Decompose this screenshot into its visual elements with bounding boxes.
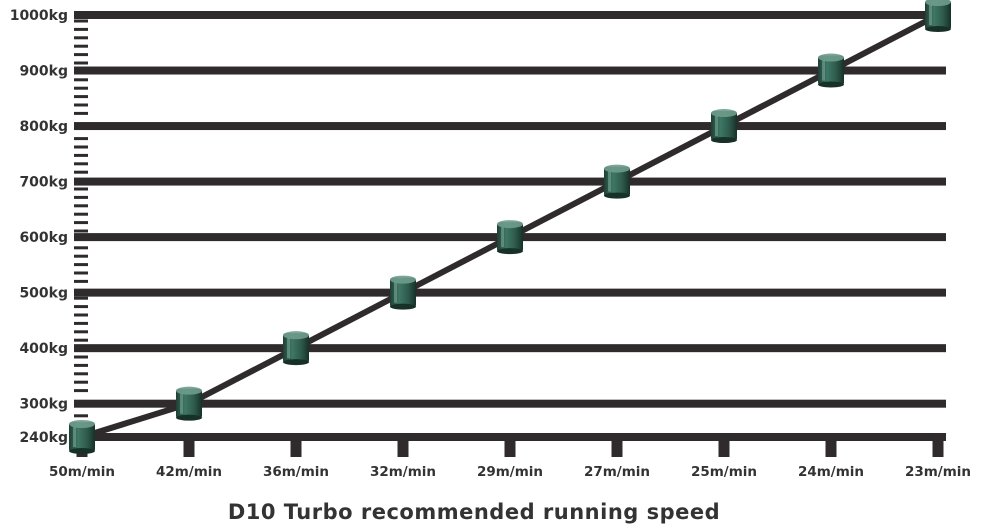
grid-line: [74, 399, 946, 408]
y-minor-tick: [74, 363, 88, 367]
y-minor-tick: [74, 414, 88, 418]
y-minor-tick: [74, 355, 88, 359]
x-tick-label: 24m/min: [798, 464, 864, 480]
y-minor-tick: [74, 279, 88, 283]
y-minor-tick: [74, 36, 88, 40]
y-minor-tick: [74, 103, 88, 107]
x-tick-label: 50m/min: [49, 464, 115, 480]
y-minor-tick: [74, 246, 88, 250]
y-minor-tick: [74, 153, 88, 157]
y-minor-tick: [74, 296, 88, 300]
grid-line: [74, 177, 946, 186]
y-minor-tick: [74, 389, 88, 393]
y-tick-label: 900kg: [19, 64, 68, 80]
grid-line: [74, 66, 946, 75]
data-point: [69, 420, 95, 454]
x-tick-label: 32m/min: [370, 464, 436, 480]
y-minor-tick: [74, 19, 88, 23]
y-tick-label: 1000kg: [10, 8, 68, 24]
x-axis-ticks: [76, 441, 944, 457]
y-tick-label: 800kg: [19, 119, 68, 135]
y-minor-tick: [74, 380, 88, 384]
y-tick-label: 400kg: [19, 341, 68, 357]
data-point: [497, 220, 523, 255]
y-tick-label: 300kg: [19, 397, 68, 413]
x-tick: [718, 441, 730, 457]
x-tick: [825, 441, 837, 457]
data-point: [925, 0, 951, 32]
x-tick-label: 23m/min: [905, 464, 971, 480]
y-minor-tick: [74, 78, 88, 82]
y-minor-tick: [74, 111, 88, 115]
y-minor-tick: [74, 229, 88, 233]
x-tick: [290, 441, 302, 457]
x-tick: [504, 441, 516, 457]
y-minor-tick: [74, 44, 88, 48]
y-minor-tick: [74, 162, 88, 166]
data-point: [176, 386, 202, 421]
data-point: [390, 275, 416, 310]
y-minor-tick: [74, 330, 88, 334]
x-tick: [932, 441, 944, 457]
x-tick-label: 42m/min: [156, 464, 222, 480]
x-tick-label: 27m/min: [584, 464, 650, 480]
grid-line: [74, 288, 946, 297]
x-tick: [397, 441, 409, 457]
y-minor-tick: [74, 95, 88, 99]
y-minor-tick: [74, 338, 88, 342]
y-minor-tick: [74, 137, 88, 141]
grid-line: [74, 11, 946, 19]
grid-line: [74, 344, 946, 353]
x-tick-labels: 50m/min 42m/min 36m/min 32m/min 29m/min 27m/m…: [49, 464, 971, 480]
y-minor-tick: [74, 254, 88, 258]
grid-line: [74, 122, 946, 131]
y-minor-tick: [74, 212, 88, 216]
y-axis-ticks: [74, 19, 88, 426]
y-minor-tick: [74, 204, 88, 208]
y-minor-tick: [74, 263, 88, 267]
y-minor-tick: [74, 61, 88, 65]
y-minor-tick: [74, 170, 88, 174]
y-minor-tick: [74, 53, 88, 57]
y-minor-tick: [74, 305, 88, 309]
data-point: [818, 53, 844, 88]
x-tick: [611, 441, 623, 457]
y-tick-label: 500kg: [19, 286, 68, 302]
x-tick-label: 36m/min: [263, 464, 329, 480]
data-point: [604, 164, 630, 199]
chart-title: D10 Turbo recommended running speed: [228, 500, 720, 524]
y-minor-tick: [74, 321, 88, 325]
data-markers: [69, 0, 951, 454]
y-minor-tick: [74, 372, 88, 376]
y-tick-labels: 240kg 300kg 400kg 500kg 600kg 700kg 800kg 900kg…: [10, 8, 68, 446]
grid-line: [74, 433, 946, 441]
y-minor-tick: [74, 221, 88, 225]
y-minor-tick: [74, 313, 88, 317]
y-minor-tick: [74, 145, 88, 149]
y-minor-tick: [74, 86, 88, 90]
x-tick-label: 25m/min: [691, 464, 757, 480]
data-point: [711, 109, 737, 144]
y-tick-label: 240kg: [19, 430, 68, 446]
y-minor-tick: [74, 195, 88, 199]
y-tick-label: 600kg: [19, 230, 68, 246]
data-point: [283, 331, 309, 366]
x-tick: [183, 441, 195, 457]
y-minor-tick: [74, 271, 88, 275]
y-tick-label: 700kg: [19, 175, 68, 191]
y-minor-tick: [74, 187, 88, 191]
x-tick-label: 29m/min: [477, 464, 543, 480]
y-minor-tick: [74, 27, 88, 31]
